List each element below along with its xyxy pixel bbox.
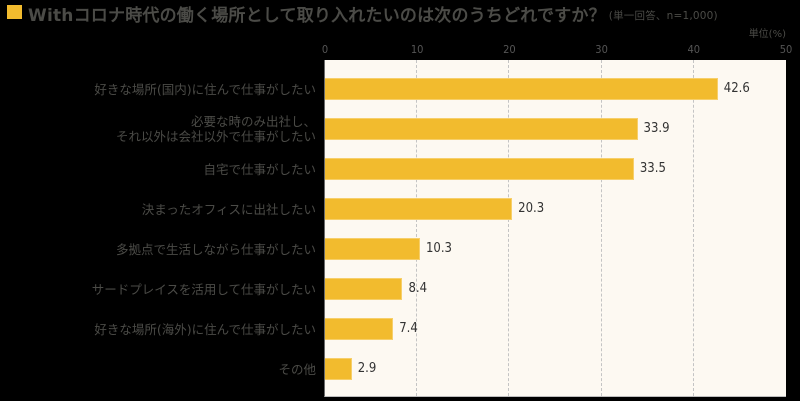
category-label: 好きな場所(海外)に住んで仕事がしたい xyxy=(94,321,316,337)
category-label: 多拠点で生活しながら仕事がしたい xyxy=(115,241,316,257)
bar-value-label: 42.6 xyxy=(723,81,750,96)
category-label: 好きな場所(国内)に住んで仕事がしたい xyxy=(94,81,316,97)
title-text: Withコロナ時代の働く場所として取り入れたいのは次のうちどれですか？ xyxy=(28,6,606,26)
bar xyxy=(325,78,718,100)
x-tick-label: 40 xyxy=(687,43,701,56)
bar-value-label: 8.4 xyxy=(408,281,428,296)
x-tick-label: 30 xyxy=(595,43,608,56)
bar xyxy=(325,118,638,140)
title-marker xyxy=(7,5,22,19)
bar xyxy=(325,158,634,180)
bar-value-label: 7.4 xyxy=(399,321,418,336)
bar-value-label: 20.3 xyxy=(518,201,545,216)
plot-area: 42.6 33.9 33.5 20.3 10.3 8.4 7.4 2.9 xyxy=(324,60,786,397)
bar xyxy=(325,358,352,380)
bar-value-label: 2.9 xyxy=(357,361,377,376)
title-subtitle: (単一回答、n=1,000) xyxy=(608,10,718,22)
category-label: 決まったオフィスに出社したい xyxy=(141,201,316,217)
category-label: 必要な時のみ出社し、 それ以外は会社以外で仕事がしたい xyxy=(115,114,316,144)
bar xyxy=(325,318,394,340)
gridline xyxy=(600,60,602,396)
gridline xyxy=(416,60,418,396)
x-tick-label: 10 xyxy=(410,43,424,56)
gridline xyxy=(692,60,694,396)
bar xyxy=(325,238,420,260)
bar-value-label: 33.5 xyxy=(639,161,666,176)
category-label: サードプレイスを活用して仕事がしたい xyxy=(91,281,316,297)
x-tick-label: 0 xyxy=(321,43,329,56)
x-tick-label: 50 xyxy=(779,43,793,56)
category-label: 自宅で仕事がしたい xyxy=(203,161,316,177)
gridline xyxy=(508,60,510,396)
bar-value-label: 33.9 xyxy=(643,121,670,136)
x-tick-label: 20 xyxy=(503,43,516,56)
category-label: その他 xyxy=(278,361,316,377)
chart-title: Withコロナ時代の働く場所として取り入れたいのは次のうちどれですか？ (単一回答… xyxy=(28,1,718,26)
bar xyxy=(325,278,403,300)
bar-value-label: 10.3 xyxy=(425,241,452,256)
bar xyxy=(325,198,513,220)
unit-label: 単位(%) xyxy=(748,29,786,40)
